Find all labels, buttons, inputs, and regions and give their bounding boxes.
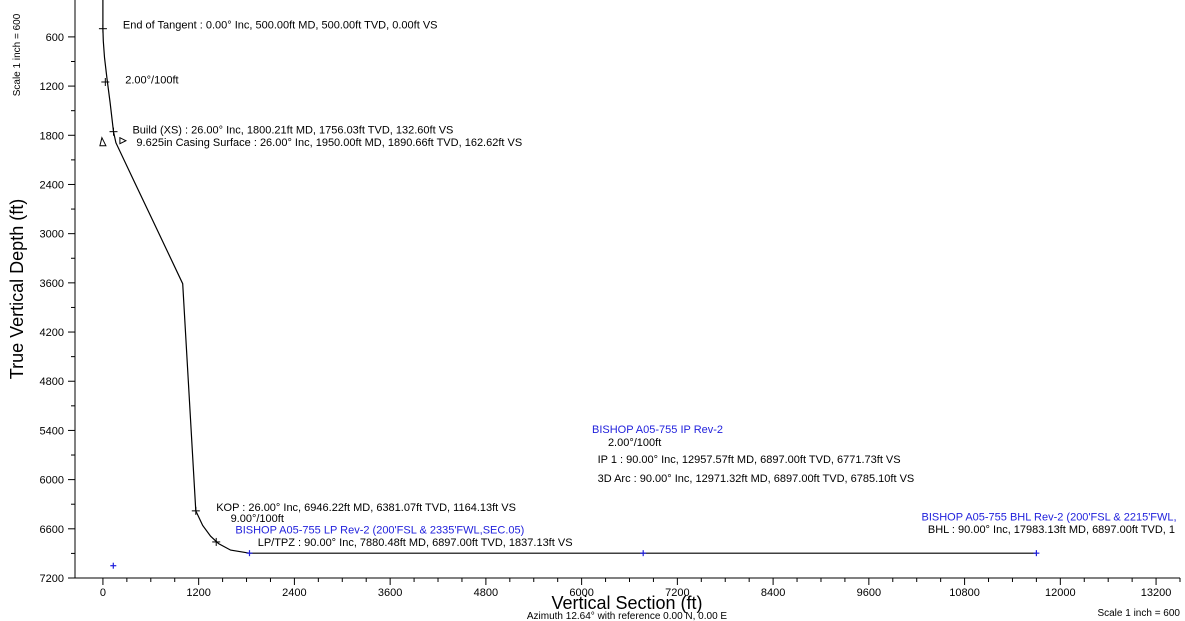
y-tick-label: 5400 — [40, 425, 64, 437]
target-marker — [110, 562, 117, 569]
y-tick-label: 6000 — [40, 475, 64, 487]
x-tick-label: 2400 — [282, 587, 306, 599]
casing-shoe-symbol — [99, 136, 128, 147]
y-ticks: 600 1200 1800 2400 3000 3600 4200 4800 5400 6000 6… — [40, 32, 75, 585]
target-marker — [246, 550, 253, 557]
y-tick-label: 4800 — [40, 376, 64, 388]
station-label: 3D Arc : 90.00° Inc, 12971.32ft MD, 6897… — [598, 473, 915, 485]
well-trajectory-line — [102, 0, 1037, 554]
station-label: BHL : 90.00° Inc, 17983.13ft MD, 6897.00… — [928, 524, 1175, 536]
x-tick-label: 13200 — [1141, 587, 1172, 599]
station-marker — [191, 506, 200, 515]
y-axis-title: True Vertical Depth (ft) — [7, 199, 27, 379]
y-tick-label: 1800 — [40, 130, 64, 142]
y-tick-label: 600 — [46, 32, 64, 44]
x-tick-label: 0 — [100, 587, 106, 599]
x-tick-label: 7200 — [665, 587, 689, 599]
trajectory-markers — [98, 24, 1040, 569]
station-label: End of Tangent : 0.00° Inc, 500.00ft MD,… — [123, 20, 438, 32]
station-label: 2.00°/100ft — [608, 437, 661, 449]
station-label: 2.00°/100ft — [125, 75, 178, 87]
x-tick-label: 1200 — [186, 587, 210, 599]
x-tick-label: 8400 — [761, 587, 785, 599]
target-marker — [1033, 550, 1040, 557]
scale-label-left: Scale 1 inch = 600 — [12, 13, 23, 96]
y-tick-label: 3600 — [40, 278, 64, 290]
target-label: BISHOP A05-755 IP Rev-2 — [592, 424, 723, 436]
x-tick-label: 6000 — [569, 587, 593, 599]
station-marker — [98, 24, 107, 33]
y-tick-label: 1200 — [40, 81, 64, 93]
y-tick-label: 4200 — [40, 327, 64, 339]
x-tick-label: 9600 — [857, 587, 881, 599]
x-tick-label: 4800 — [474, 587, 498, 599]
target-label: BISHOP A05-755 BHL Rev-2 (200'FSL & 2215… — [922, 512, 1177, 524]
station-label: 9.625in Casing Surface : 26.00° Inc, 195… — [136, 137, 522, 149]
x-tick-label: 12000 — [1045, 587, 1076, 599]
annotations: End of Tangent : 0.00° Inc, 500.00ft MD,… — [123, 20, 1177, 549]
x-tick-label: 10800 — [949, 587, 980, 599]
x-axis-title: Vertical Section (ft) — [551, 593, 702, 613]
azimuth-note: Azimuth 12.64° with reference 0.00 N, 0.… — [527, 611, 728, 621]
target-marker — [640, 550, 647, 557]
station-label: IP 1 : 90.00° Inc, 12957.57ft MD, 6897.0… — [598, 454, 901, 466]
scale-label-right: Scale 1 inch = 600 — [1097, 608, 1180, 619]
station-label: KOP : 26.00° Inc, 6946.22ft MD, 6381.07f… — [216, 502, 516, 514]
y-tick-label: 7200 — [40, 573, 64, 585]
station-marker — [101, 77, 110, 86]
station-label: LP/TPZ : 90.00° Inc, 7880.48ft MD, 6897.… — [258, 537, 573, 549]
station-marker — [109, 127, 118, 136]
target-label: BISHOP A05-755 LP Rev-2 (200'FSL & 2335'… — [235, 525, 524, 537]
x-ticks: 0 1200 2400 3600 4800 6000 7200 8400 9600 10800 12… — [100, 578, 1181, 599]
y-tick-label: 3000 — [40, 229, 64, 241]
y-tick-label: 6600 — [40, 524, 64, 536]
station-label: 9.00°/100ft — [231, 513, 284, 525]
station-marker — [212, 537, 221, 546]
y-tick-label: 2400 — [40, 179, 64, 191]
x-tick-label: 3600 — [378, 587, 402, 599]
station-label: Build (XS) : 26.00° Inc, 1800.21ft MD, 1… — [132, 125, 453, 137]
